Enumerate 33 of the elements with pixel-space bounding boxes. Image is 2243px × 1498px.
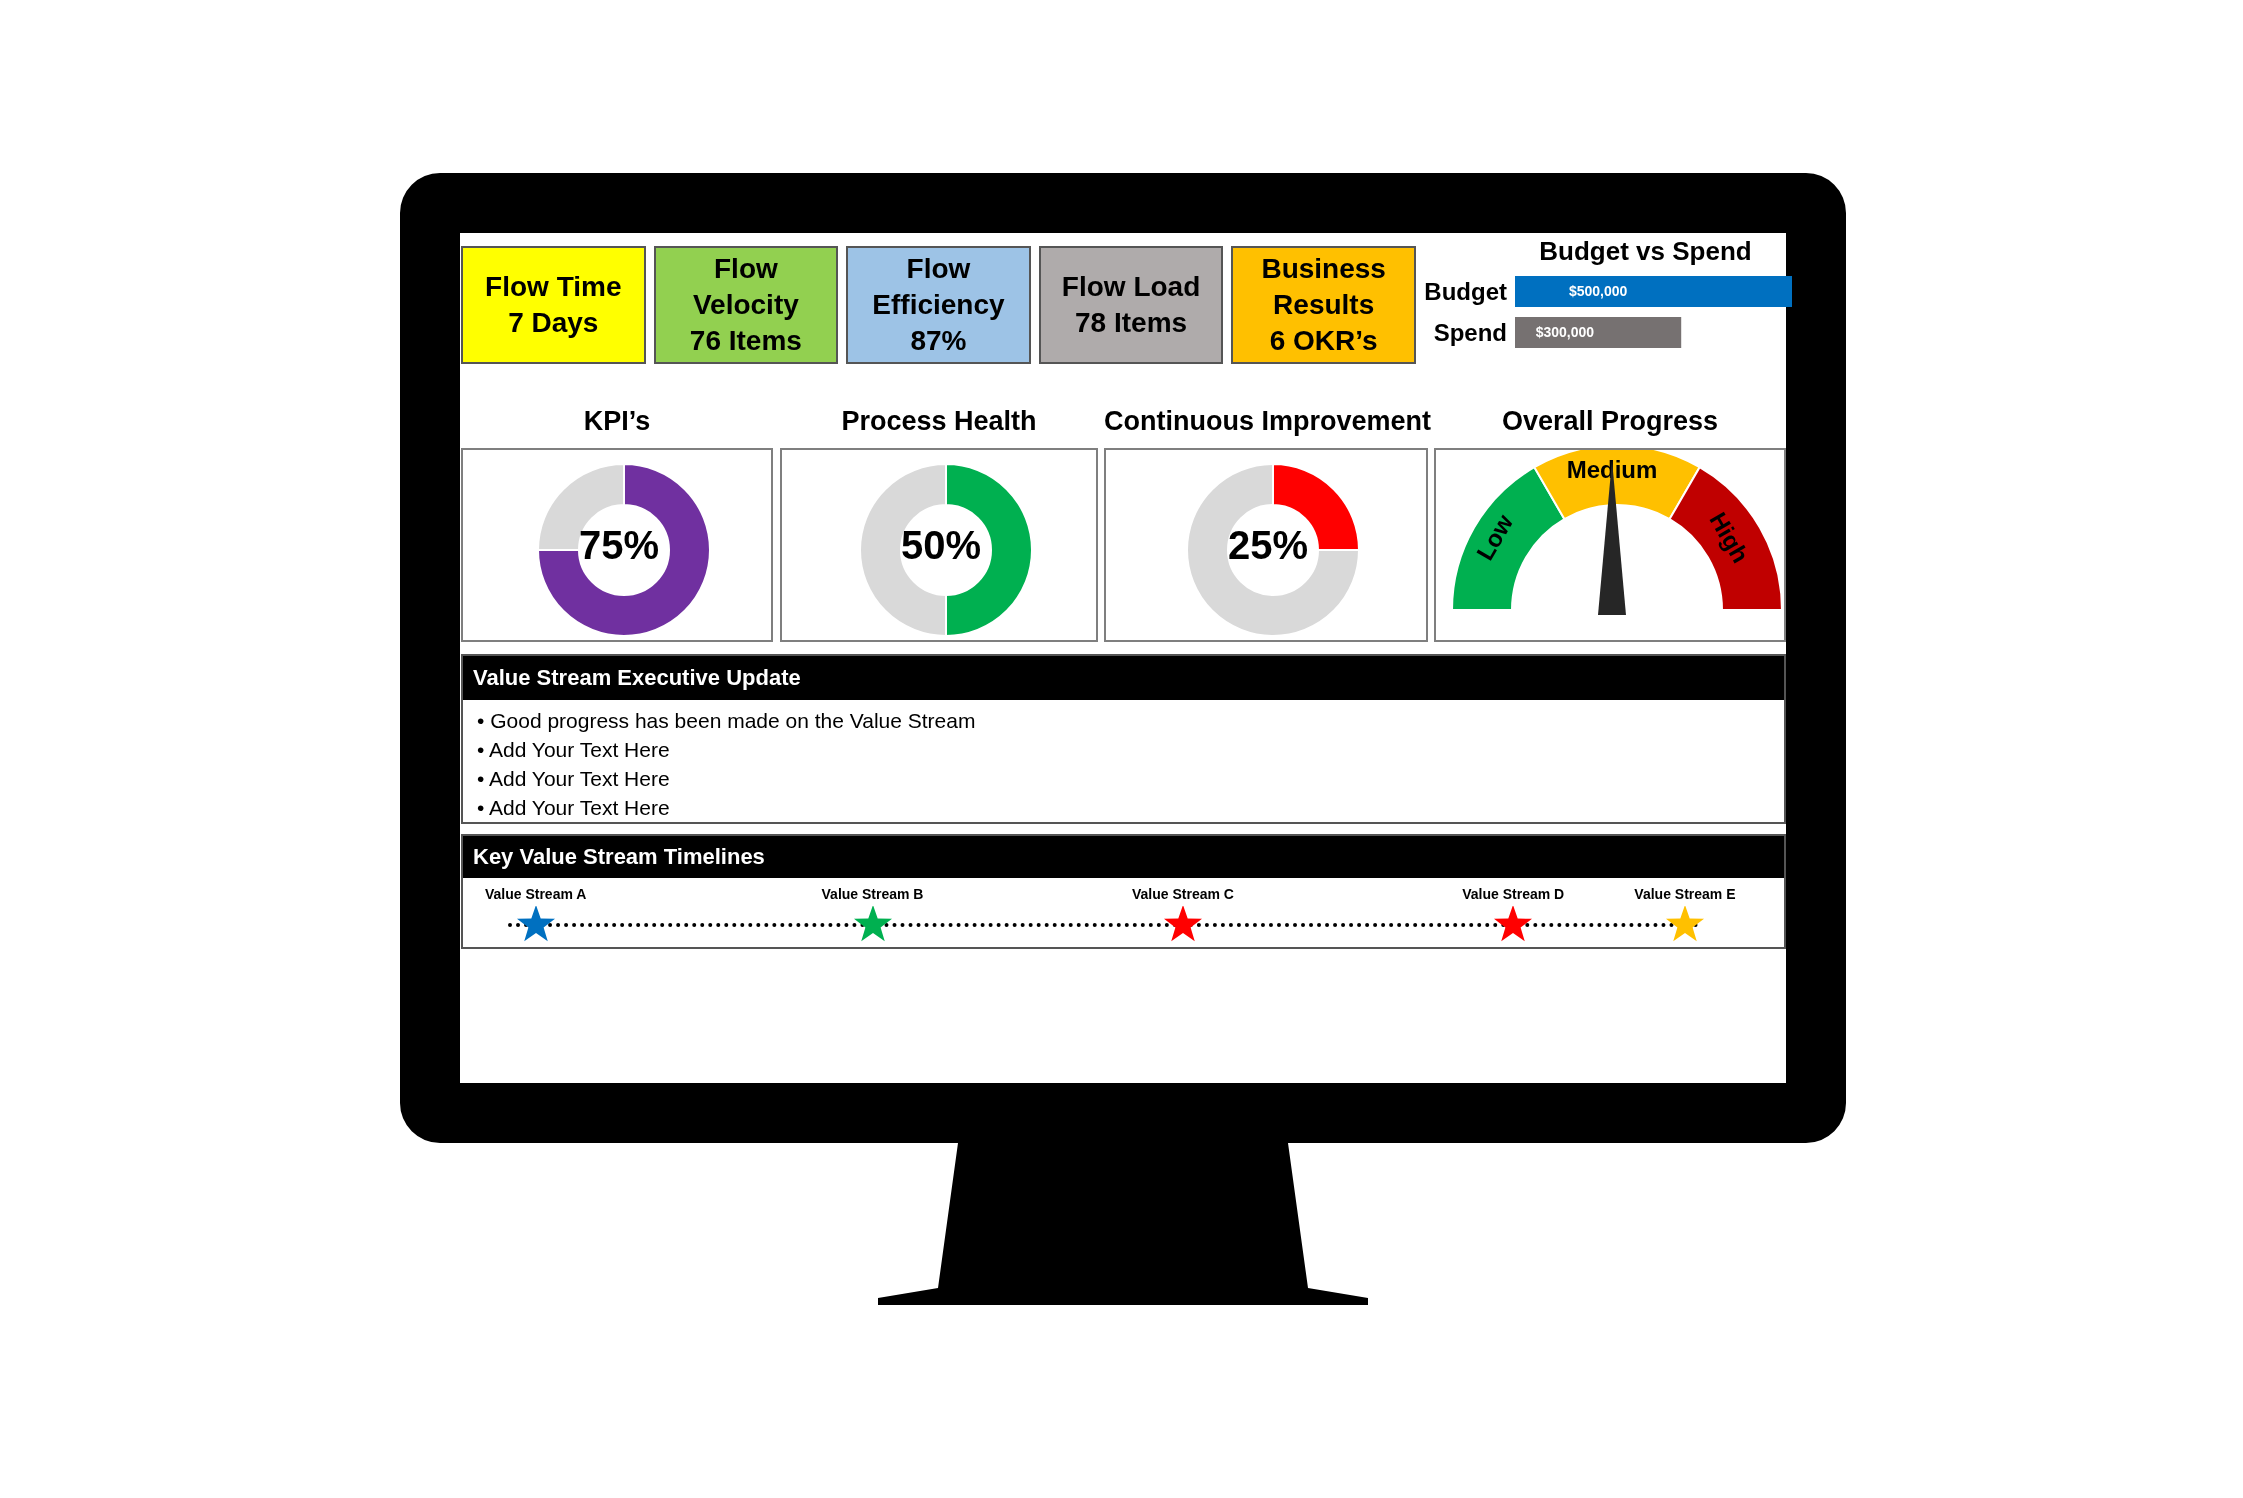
text: Value Stream A (484, 886, 587, 902)
text: • Add Your Text Here (477, 737, 671, 763)
chart-title: Overall Progress (1500, 406, 1720, 438)
chart-title: Continuous Improvement (1104, 406, 1432, 438)
text: Flow Efficiency 87% (846, 246, 1031, 364)
slice-label: High (1704, 507, 1755, 568)
chart-title: Process Health (840, 406, 1038, 438)
text: Flow Velocity 76 Items (653, 246, 839, 364)
text: Value Stream D (1462, 886, 1565, 902)
donut-slice (537, 463, 711, 637)
text: Business Results 6 OKR’s (1231, 246, 1416, 364)
slice-label: Medium (1566, 456, 1658, 483)
text: Flow Load 78 Items (1038, 246, 1224, 364)
text: Value Stream Executive Update (463, 656, 1784, 700)
text: Value Stream B (821, 886, 924, 902)
text: Key Value Stream Timelines (463, 836, 1784, 878)
y-tick-label: Spend (1433, 319, 1507, 347)
data-label: $500,000 (1568, 283, 1628, 300)
text: 75% (578, 523, 660, 567)
text: Flow Time 7 Days (461, 246, 646, 364)
data-label: $300,000 (1535, 324, 1595, 341)
chart-title: Budget vs Spend (1538, 236, 1753, 267)
text: • Add Your Text Here (477, 795, 671, 821)
text: 25% (1227, 523, 1309, 567)
text: • Good progress has been made on the Value Stream (477, 708, 977, 734)
donut-slice (1186, 463, 1360, 637)
slice-label: Low (1470, 509, 1519, 565)
y-tick-label: Budget (1424, 278, 1507, 306)
text: Value Stream C (1131, 886, 1234, 902)
text: Value Stream E (1634, 886, 1736, 902)
text: 50% (900, 523, 982, 567)
text: • Add Your Text Here (477, 766, 671, 792)
chart-title: KPI’s (582, 406, 652, 438)
